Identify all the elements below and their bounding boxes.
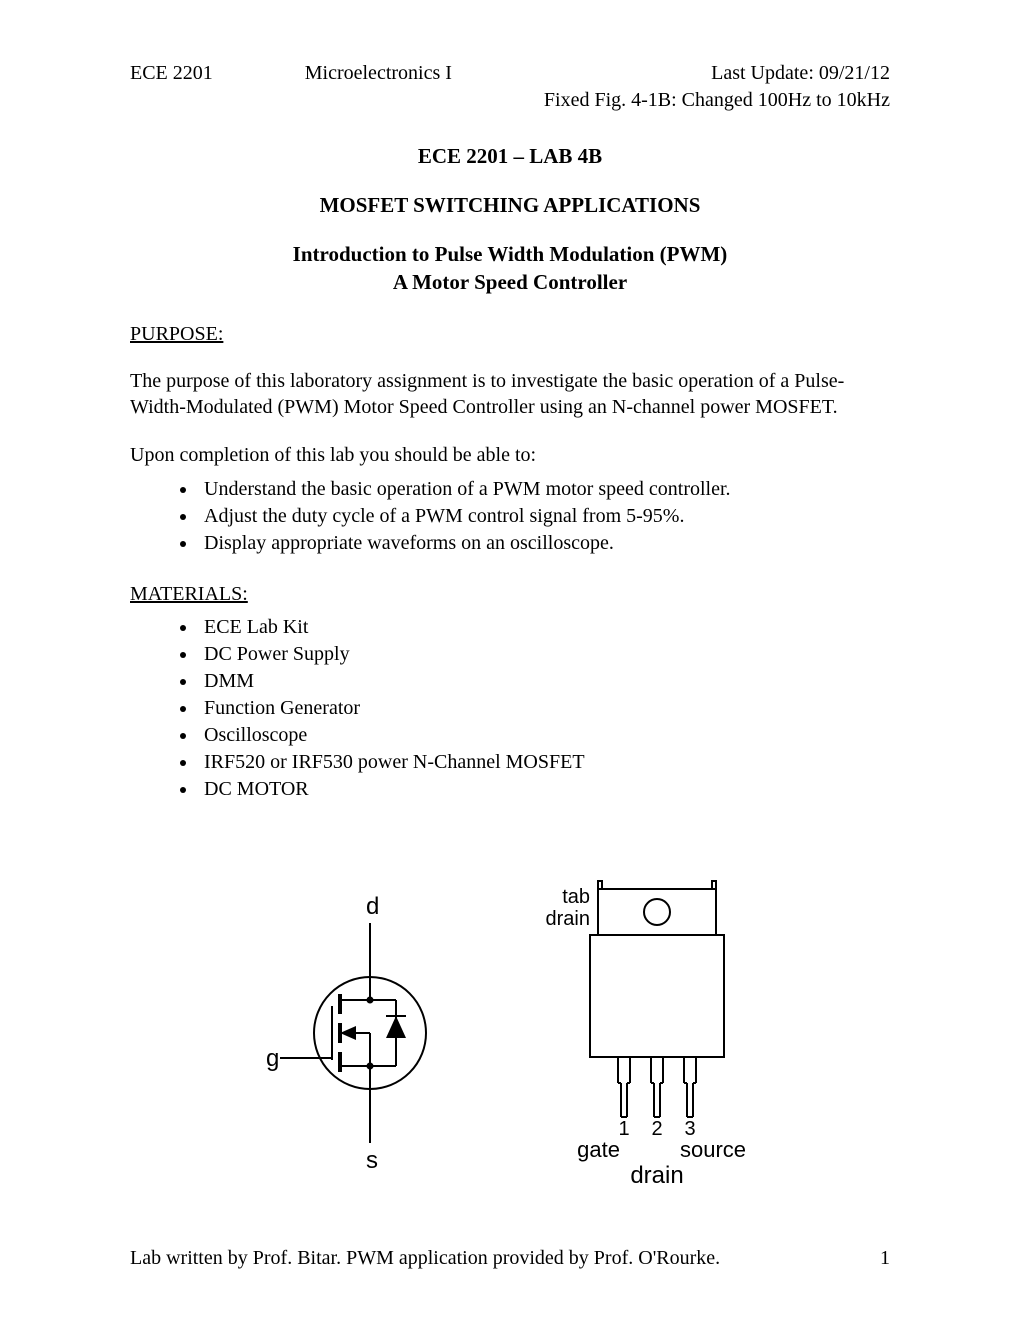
list-item: Display appropriate waveforms on an osci… [198, 530, 890, 557]
subtitle-line1: Introduction to Pulse Width Modulation (… [130, 240, 890, 268]
purpose-list: Understand the basic operation of a PWM … [130, 476, 890, 557]
subtitle: Introduction to Pulse Width Modulation (… [130, 240, 890, 297]
purpose-para1: The purpose of this laboratory assignmen… [130, 368, 890, 420]
page-number: 1 [880, 1247, 890, 1270]
page: ECE 2201 Microelectronics I Last Update:… [0, 0, 1020, 1320]
drain-bottom-label: drain [630, 1162, 683, 1189]
header-right-line2: Fixed Fig. 4-1B: Changed 100Hz to 10kHz [544, 87, 890, 114]
list-item: DC Power Supply [198, 641, 890, 668]
pin1-label: 1 [618, 1118, 629, 1140]
gate-pin-label: gate [577, 1137, 620, 1162]
gate-label: g [266, 1045, 279, 1072]
page-header: ECE 2201 Microelectronics I Last Update:… [130, 60, 890, 114]
page-footer: Lab written by Prof. Bitar. PWM applicat… [130, 1247, 890, 1270]
mosfet-symbol-icon: d g s [260, 888, 460, 1178]
figures-row: d g s [130, 873, 890, 1193]
list-item: Function Generator [198, 695, 890, 722]
tab-label: tab [562, 886, 590, 908]
lab-title: ECE 2201 – LAB 4B [130, 144, 890, 169]
materials-list: ECE Lab Kit DC Power Supply DMM Function… [130, 614, 890, 803]
drain-top-label: drain [546, 908, 590, 930]
header-center: Microelectronics I [305, 60, 452, 114]
main-title: MOSFET SWITCHING APPLICATIONS [130, 193, 890, 218]
list-item: ECE Lab Kit [198, 614, 890, 641]
header-left: ECE 2201 [130, 60, 213, 114]
list-item: Adjust the duty cycle of a PWM control s… [198, 503, 890, 530]
header-right: Last Update: 09/21/12 Fixed Fig. 4-1B: C… [544, 60, 890, 114]
list-item: Understand the basic operation of a PWM … [198, 476, 890, 503]
purpose-heading: PURPOSE: [130, 323, 890, 346]
list-item: DC MOTOR [198, 776, 890, 803]
header-right-line1: Last Update: 09/21/12 [544, 60, 890, 87]
list-item: IRF520 or IRF530 power N-Channel MOSFET [198, 749, 890, 776]
source-pin-label: source [680, 1137, 746, 1162]
pin2-label: 2 [651, 1118, 662, 1140]
subtitle-line2: A Motor Speed Controller [130, 268, 890, 296]
list-item: Oscilloscope [198, 722, 890, 749]
footer-text: Lab written by Prof. Bitar. PWM applicat… [130, 1247, 720, 1270]
materials-heading: MATERIALS: [130, 583, 890, 606]
drain-label: d [366, 893, 379, 920]
mosfet-package-icon: tab drain 1 2 3 gate source drain [520, 873, 760, 1193]
list-item: DMM [198, 668, 890, 695]
source-label: s [366, 1147, 378, 1174]
purpose-para2: Upon completion of this lab you should b… [130, 442, 890, 468]
